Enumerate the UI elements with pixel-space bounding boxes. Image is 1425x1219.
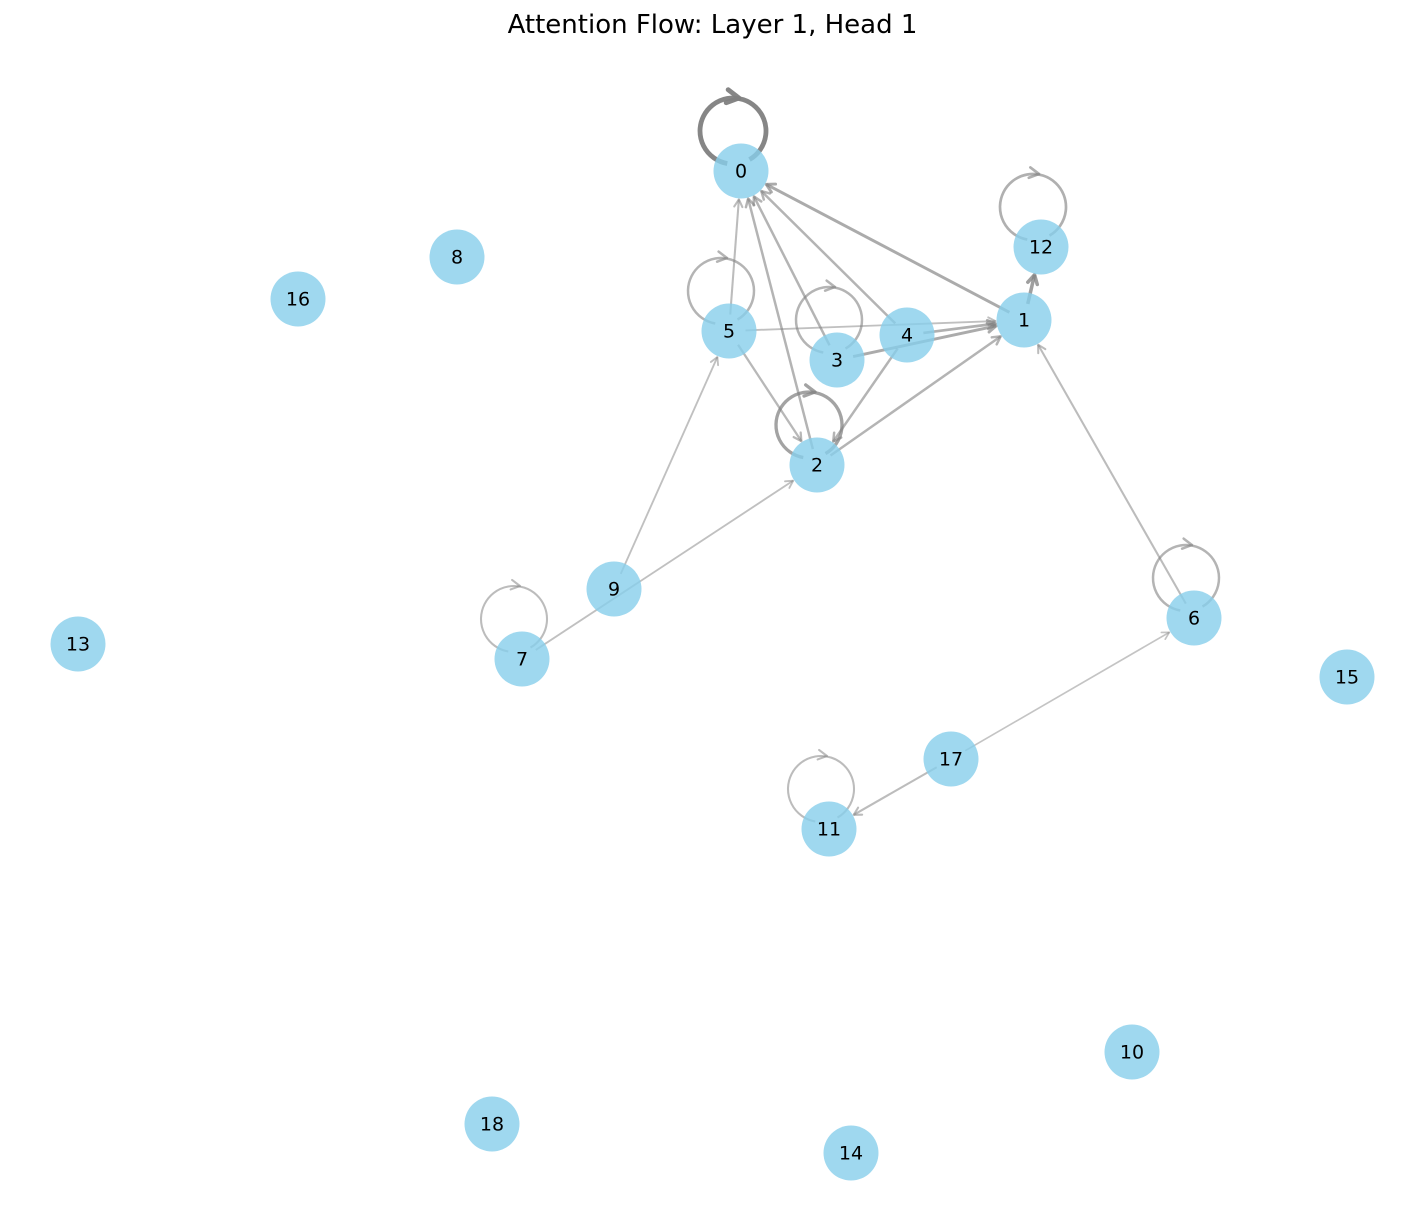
node-18: 18 — [464, 1096, 520, 1152]
node-circle — [701, 303, 757, 359]
edge-4-to-2 — [831, 347, 899, 443]
node-circle — [923, 731, 979, 787]
edges-layer — [479, 87, 1221, 823]
node-circle — [1013, 219, 1069, 275]
node-16: 16 — [270, 271, 326, 327]
edge-7-to-7 — [479, 578, 549, 653]
node-circle — [823, 1125, 879, 1181]
node-label: 8 — [451, 247, 463, 269]
node-5: 5 — [701, 303, 757, 359]
node-1: 1 — [996, 292, 1052, 348]
node-circle — [494, 631, 550, 687]
node-label: 12 — [1029, 237, 1053, 259]
node-circle — [1319, 649, 1375, 705]
edge-2-to-1 — [829, 335, 1002, 457]
node-label: 2 — [811, 455, 823, 477]
node-circle — [464, 1096, 520, 1152]
edge-11-to-11 — [786, 748, 856, 823]
node-circle — [996, 292, 1052, 348]
node-10: 10 — [1104, 1024, 1160, 1080]
node-circle — [429, 229, 485, 285]
node-4: 4 — [879, 307, 935, 363]
edge-3-to-3 — [794, 279, 864, 354]
node-label: 16 — [286, 289, 310, 311]
node-circle — [809, 332, 865, 388]
node-circle — [713, 143, 769, 199]
node-label: 17 — [939, 749, 963, 771]
node-label: 10 — [1120, 1042, 1144, 1064]
node-14: 14 — [823, 1125, 879, 1181]
edge-12-to-12 — [998, 166, 1068, 241]
node-circle — [789, 437, 845, 493]
node-label: 11 — [817, 819, 841, 841]
node-label: 9 — [608, 579, 620, 601]
node-label: 6 — [1188, 608, 1200, 630]
edge-5-to-5 — [686, 250, 756, 325]
node-label: 18 — [480, 1114, 504, 1136]
node-3: 3 — [809, 332, 865, 388]
node-circle — [50, 616, 106, 672]
node-8: 8 — [429, 229, 485, 285]
node-13: 13 — [50, 616, 106, 672]
node-circle — [801, 801, 857, 857]
edge-17-to-11 — [852, 766, 938, 816]
node-circle — [879, 307, 935, 363]
node-label: 14 — [839, 1143, 863, 1165]
node-11: 11 — [801, 801, 857, 857]
edge-6-to-1 — [1037, 343, 1187, 605]
node-circle — [586, 561, 642, 617]
node-label: 15 — [1335, 667, 1359, 689]
node-label: 0 — [735, 161, 747, 183]
node-0: 0 — [713, 143, 769, 199]
node-circle — [270, 271, 326, 327]
node-label: 1 — [1018, 310, 1030, 332]
edge-2-to-0 — [744, 197, 815, 450]
node-6: 6 — [1166, 590, 1222, 646]
node-17: 17 — [923, 731, 979, 787]
edge-7-to-2 — [535, 479, 795, 651]
node-12: 12 — [1013, 219, 1069, 275]
node-label: 3 — [831, 350, 843, 372]
edge-9-to-5 — [619, 356, 720, 575]
diagram-title: Attention Flow: Layer 1, Head 1 — [507, 10, 918, 40]
edge-5-to-2 — [737, 344, 803, 443]
edge-3-to-0 — [752, 195, 831, 346]
edge-4-to-0 — [760, 189, 897, 325]
edge-6-to-6 — [1151, 537, 1221, 612]
edge-0-to-0 — [697, 87, 769, 166]
edge-5-to-0 — [729, 198, 744, 315]
node-circle — [1104, 1024, 1160, 1080]
edge-17-to-6 — [964, 631, 1171, 752]
edge-5-to-1 — [745, 316, 997, 332]
node-label: 13 — [66, 634, 90, 656]
node-15: 15 — [1319, 649, 1375, 705]
node-circle — [1166, 590, 1222, 646]
node-7: 7 — [494, 631, 550, 687]
node-2: 2 — [789, 437, 845, 493]
node-label: 4 — [901, 325, 913, 347]
node-label: 7 — [516, 649, 528, 671]
node-9: 9 — [586, 561, 642, 617]
node-label: 5 — [723, 321, 735, 343]
edge-1-to-0 — [764, 182, 1011, 314]
edge-4-to-1 — [923, 318, 998, 335]
